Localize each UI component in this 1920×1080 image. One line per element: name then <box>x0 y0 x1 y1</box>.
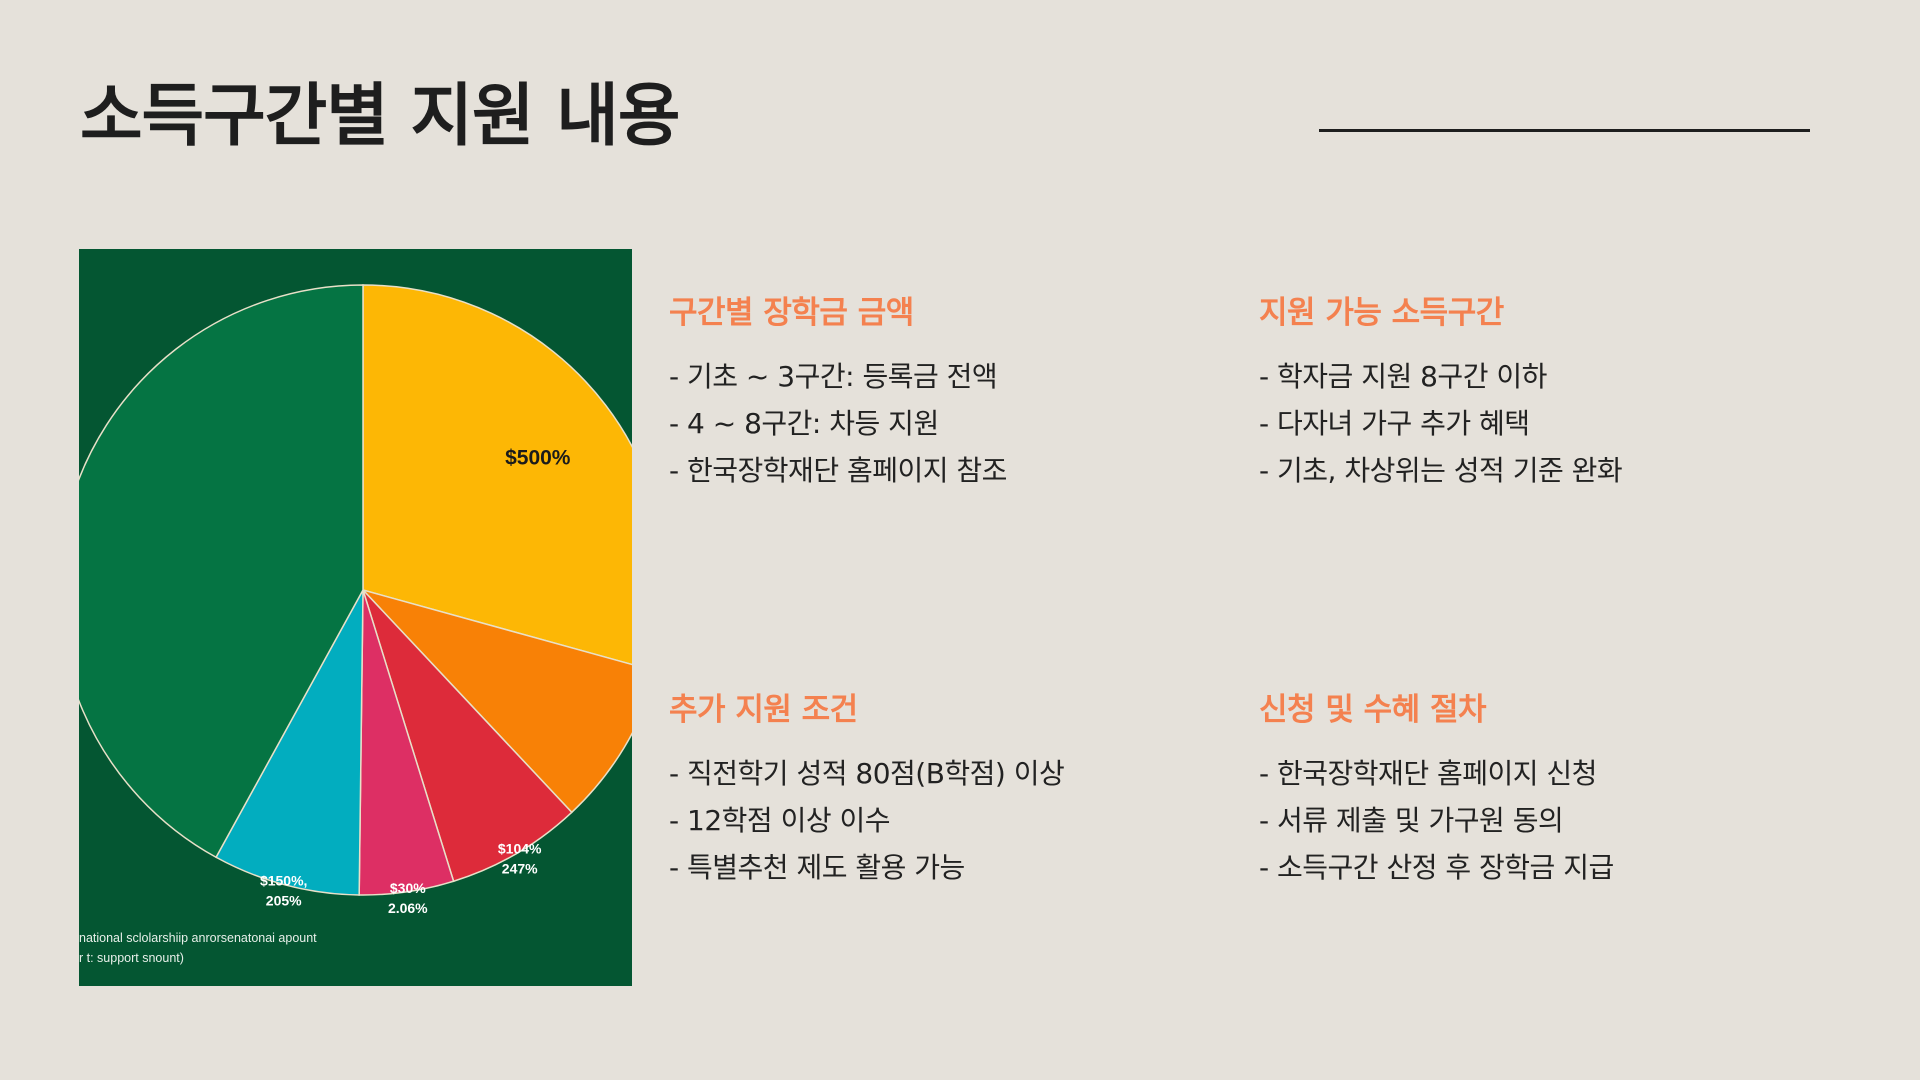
list-item: 4 ~ 8구간: 차등 지원 <box>669 400 1229 447</box>
pie-slice-label: 247% <box>502 861 538 877</box>
pie-slice-label: $150%, <box>260 873 307 889</box>
list-item: 한국장학재단 홈페이지 참조 <box>669 447 1229 494</box>
chart-caption-line-1: national sclolarshiip anrorsenatonai apo… <box>79 931 317 945</box>
chart-caption-line-2: r t: support snount) <box>79 951 184 965</box>
list-item: 다자녀 가구 추가 혜택 <box>1259 400 1819 447</box>
section-heading: 구간별 장학금 금액 <box>669 295 914 331</box>
section-heading: 지원 가능 소득구간 <box>1259 295 1504 331</box>
pie-slice-label: 2.06% <box>388 900 428 916</box>
list-item: 한국장학재단 홈페이지 신청 <box>1259 750 1819 797</box>
section-list: 기초 ~ 3구간: 등록금 전액 4 ~ 8구간: 차등 지원 한국장학재단 홈… <box>669 353 1229 494</box>
pie-chart: $500% $104% 247% $30% 2.06% $150%, 205% <box>79 284 632 916</box>
list-item: 학자금 지원 8구간 이하 <box>1259 353 1819 400</box>
section-list: 학자금 지원 8구간 이하 다자녀 가구 추가 혜택 기초, 차상위는 성적 기… <box>1259 353 1819 494</box>
pie-slice <box>215 589 364 896</box>
pie-slice-label: $104% <box>498 841 542 857</box>
section-additional-conditions: 추가 지원 조건 직전학기 성적 80점(B학점) 이상 12학점 이상 이수 … <box>669 688 1229 891</box>
list-item: 서류 제출 및 가구원 동의 <box>1259 797 1819 844</box>
section-application-process: 신청 및 수혜 절차 한국장학재단 홈페이지 신청 서류 제출 및 가구원 동의… <box>1259 688 1819 891</box>
section-list: 한국장학재단 홈페이지 신청 서류 제출 및 가구원 동의 소득구간 산정 후 … <box>1259 750 1819 891</box>
title-divider-line <box>1319 129 1810 132</box>
list-item: 소득구간 산정 후 장학금 지급 <box>1259 844 1819 891</box>
pie-slice-label: 205% <box>266 893 302 909</box>
pie-slice <box>362 589 573 883</box>
list-item: 기초, 차상위는 성적 기준 완화 <box>1259 447 1819 494</box>
pie-slice-label: $30% <box>390 880 426 896</box>
list-item: 특별추천 제도 활용 가능 <box>669 844 1229 891</box>
pie-slice <box>79 284 364 859</box>
section-eligible-income: 지원 가능 소득구간 학자금 지원 8구간 이하 다자녀 가구 추가 혜택 기초… <box>1259 291 1819 494</box>
pie-slice <box>360 588 632 814</box>
list-item: 기초 ~ 3구간: 등록금 전액 <box>669 353 1229 400</box>
list-item: 12학점 이상 이수 <box>669 797 1229 844</box>
pie-slice-label: $500% <box>505 446 571 469</box>
section-heading: 추가 지원 조건 <box>669 692 858 728</box>
pie-slice <box>362 284 632 666</box>
pie-chart-panel: $500% $104% 247% $30% 2.06% $150%, 205% nation… <box>79 249 632 986</box>
list-item: 직전학기 성적 80점(B학점) 이상 <box>669 750 1229 797</box>
section-heading: 신청 및 수혜 절차 <box>1259 692 1487 728</box>
section-list: 직전학기 성적 80점(B학점) 이상 12학점 이상 이수 특별추천 제도 활… <box>669 750 1229 891</box>
slide-title: 소득구간별 지원 내용 <box>80 77 680 156</box>
section-scholarship-amount: 구간별 장학금 금액 기초 ~ 3구간: 등록금 전액 4 ~ 8구간: 차등 … <box>669 291 1229 494</box>
